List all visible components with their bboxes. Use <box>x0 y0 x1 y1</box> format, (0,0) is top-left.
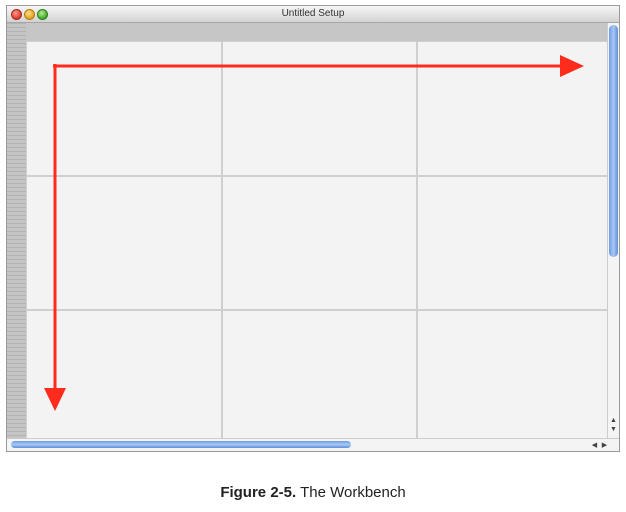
grid-cell[interactable] <box>26 310 222 443</box>
setup-window: Untitled Setup ▲ ▼ ◀ ▶ <box>6 5 620 452</box>
horizontal-scroll-thumb[interactable] <box>11 441 351 448</box>
title-bar[interactable]: Untitled Setup <box>7 6 619 23</box>
grid-cell[interactable] <box>222 176 417 310</box>
grid-cell[interactable] <box>26 176 222 310</box>
scroll-up-arrow-icon[interactable]: ▲ <box>610 417 617 424</box>
window-title: Untitled Setup <box>281 8 345 19</box>
scroll-right-arrow-icon[interactable]: ▶ <box>601 442 608 449</box>
scroll-down-arrow-icon[interactable]: ▼ <box>610 426 617 433</box>
workbench-canvas[interactable] <box>26 41 608 443</box>
grid-cell[interactable] <box>222 310 417 443</box>
left-ruler <box>7 23 26 439</box>
zoom-window-icon[interactable] <box>37 9 48 20</box>
minimize-window-icon[interactable] <box>24 9 35 20</box>
scroll-left-arrow-icon[interactable]: ◀ <box>591 442 598 449</box>
top-header-strip <box>7 23 619 41</box>
figure-caption: Figure 2-5. The Workbench <box>0 484 626 501</box>
horizontal-scrollbar[interactable]: ◀ ▶ <box>7 438 619 451</box>
vertical-scroll-thumb[interactable] <box>609 25 618 257</box>
grid-cell[interactable] <box>222 41 417 176</box>
grid-cell[interactable] <box>26 41 222 176</box>
vertical-scrollbar[interactable]: ▲ ▼ <box>607 23 619 439</box>
figure-number: Figure 2-5. <box>220 484 297 501</box>
grid-cell[interactable] <box>417 176 608 310</box>
close-window-icon[interactable] <box>11 9 22 20</box>
grid-cell[interactable] <box>417 310 608 443</box>
grid-cell[interactable] <box>417 41 608 176</box>
figure-title: The Workbench <box>300 484 406 501</box>
